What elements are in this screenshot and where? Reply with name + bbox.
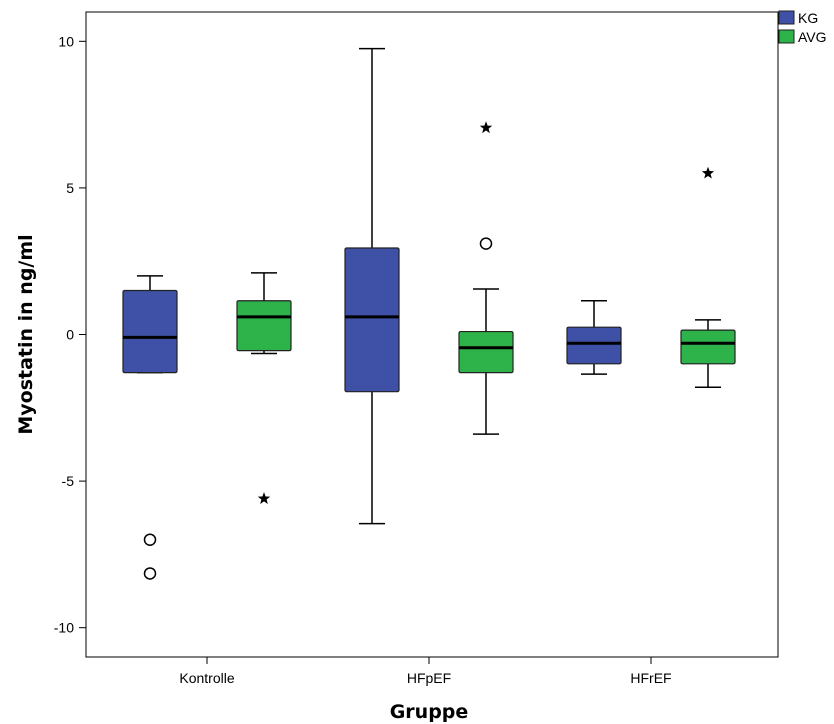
axes-layer xyxy=(79,11,779,664)
x-tick-label: Kontrolle xyxy=(179,670,234,686)
legend: KG AVG xyxy=(778,10,827,45)
legend-swatch-kg xyxy=(778,10,795,25)
box-kg-hfpef xyxy=(344,47,400,525)
box-kg-hfref xyxy=(566,300,622,375)
x-axis-title: Gruppe xyxy=(390,701,469,723)
y-tick-label: 10 xyxy=(58,33,74,49)
box-iqr xyxy=(344,247,400,393)
y-tick-label: -10 xyxy=(54,620,74,636)
y-tick-label: 0 xyxy=(66,327,74,343)
outlier-star xyxy=(257,492,271,504)
legend-label-kg: KG xyxy=(798,10,818,26)
x-tick-label: HFpEF xyxy=(407,670,451,686)
outlier-circle xyxy=(479,237,493,250)
box-iqr xyxy=(236,300,292,352)
box-avg-hfref xyxy=(680,166,736,389)
box-iqr xyxy=(122,289,178,374)
box-iqr xyxy=(680,329,736,365)
x-tick-label: HFrEF xyxy=(630,670,671,686)
legend-label-avg: AVG xyxy=(798,29,827,45)
box-iqr xyxy=(458,330,514,374)
outlier-circle xyxy=(143,567,157,580)
outlier-circle xyxy=(143,533,157,546)
y-tick-label: 5 xyxy=(66,180,74,196)
box-iqr xyxy=(566,326,622,365)
boxes-layer xyxy=(122,47,736,580)
labels-layer: -10 -5 0 5 10 Kontrolle HFpEF HFrEF Gruppe Myosta… xyxy=(15,33,672,723)
legend-swatch-avg xyxy=(778,29,795,44)
outlier-star xyxy=(479,121,493,134)
y-axis-title: Myostatin in ng/ml xyxy=(15,234,37,434)
y-tick-label: -5 xyxy=(62,473,75,489)
box-avg-hfpef xyxy=(458,121,514,435)
outlier-star xyxy=(701,166,715,179)
plot-frame xyxy=(85,11,779,658)
box-avg-kontrolle xyxy=(236,272,292,504)
box-kg-kontrolle xyxy=(122,275,178,580)
